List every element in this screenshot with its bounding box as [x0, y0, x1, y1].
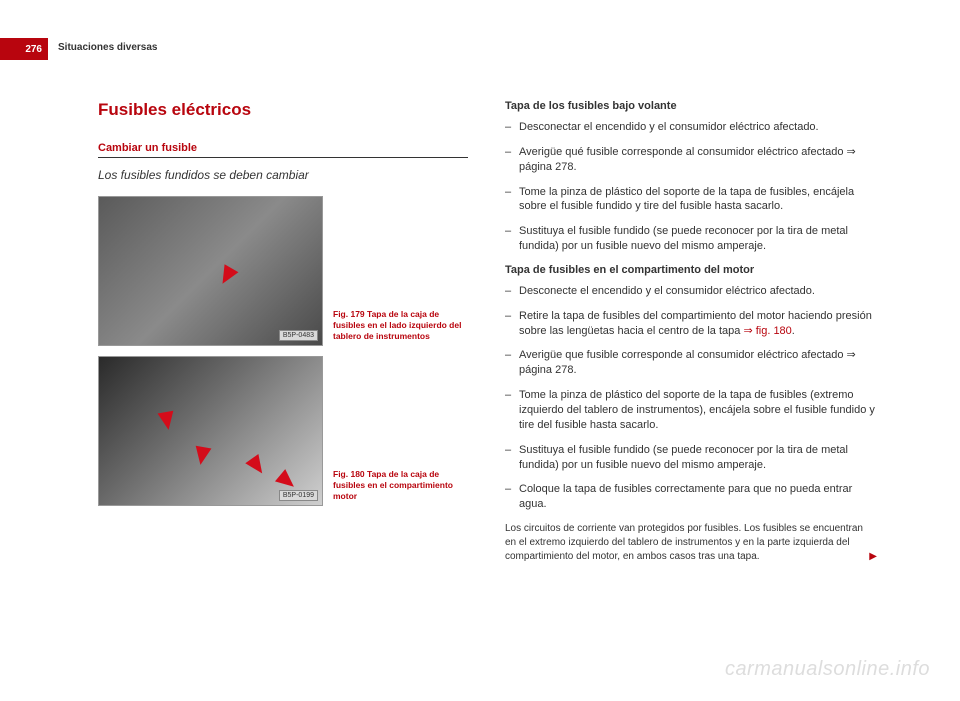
list-item: –Tome la pinza de plástico del soporte d…: [505, 185, 875, 215]
list-item: –Sustituya el fusible fundido (se puede …: [505, 224, 875, 254]
list-item-text: Sustituya el fusible fundido (se puede r…: [519, 443, 875, 473]
list-item-text: Retire la tapa de fusibles del compartim…: [519, 309, 875, 339]
list-item: –Desconecte el encendido y el consumidor…: [505, 284, 875, 299]
list-item: –Desconectar el encendido y el consumido…: [505, 120, 875, 135]
figure-179-caption: Fig. 179 Tapa de la caja de fusibles en …: [333, 309, 463, 346]
page-title: Fusibles eléctricos: [98, 100, 468, 120]
list-item: –Sustituya el fusible fundido (se puede …: [505, 443, 875, 473]
intro-text: Los fusibles fundidos se deben cambiar: [98, 168, 468, 182]
list-item: –Tome la pinza de plástico del soporte d…: [505, 388, 875, 433]
page-number-tab: 276: [0, 38, 48, 60]
figure-179-badge: B5P-0483: [279, 330, 318, 341]
list-item: –Averigüe qué fusible corresponde al con…: [505, 145, 875, 175]
subsection-title: Cambiar un fusible: [98, 142, 468, 158]
right-column: Tapa de los fusibles bajo volante –Desco…: [505, 100, 875, 564]
footer-paragraph: Los circuitos de corriente van protegido…: [505, 522, 875, 564]
list-item-text: Tome la pinza de plástico del soporte de…: [519, 185, 875, 215]
list-item-text: Averigüe qué fusible corresponde al cons…: [519, 145, 875, 175]
list-item-text: Coloque la tapa de fusibles correctament…: [519, 482, 875, 512]
section-a-heading: Tapa de los fusibles bajo volante: [505, 100, 875, 112]
page-number: 276: [25, 44, 42, 55]
watermark: carmanualsonline.info: [725, 658, 930, 681]
figure-180: B5P-0199 Fig. 180 Tapa de la caja de fus…: [98, 356, 468, 506]
arrow-icon: [216, 264, 239, 288]
section-b-heading: Tapa de fusibles en el compartimento del…: [505, 264, 875, 276]
arrow-icon: [193, 446, 212, 467]
list-item-text: Sustituya el fusible fundido (se puede r…: [519, 224, 875, 254]
figure-179-image: B5P-0483: [98, 196, 323, 346]
arrow-icon: [158, 411, 177, 432]
list-item: –Coloque la tapa de fusibles correctamen…: [505, 482, 875, 512]
figure-180-badge: B5P-0199: [279, 490, 318, 501]
figure-179: B5P-0483 Fig. 179 Tapa de la caja de fus…: [98, 196, 468, 346]
arrow-icon: [245, 454, 268, 478]
list-item-text: Averigüe que fusible corresponde al cons…: [519, 348, 875, 378]
list-item: –Averigüe que fusible corresponde al con…: [505, 348, 875, 378]
figure-180-caption: Fig. 180 Tapa de la caja de fusibles en …: [333, 469, 463, 506]
list-item-text: Desconectar el encendido y el consumidor…: [519, 120, 875, 135]
figure-180-image: B5P-0199: [98, 356, 323, 506]
list-item-text: Desconecte el encendido y el consumidor …: [519, 284, 875, 299]
figure-reference: ⇒ fig. 180: [743, 325, 791, 337]
list-item-text: Tome la pinza de plástico del soporte de…: [519, 388, 875, 433]
left-column: Fusibles eléctricos Cambiar un fusible L…: [98, 100, 468, 516]
list-item: –Retire la tapa de fusibles del comparti…: [505, 309, 875, 339]
continue-icon: ▶: [869, 550, 877, 564]
section-header: Situaciones diversas: [58, 42, 158, 53]
